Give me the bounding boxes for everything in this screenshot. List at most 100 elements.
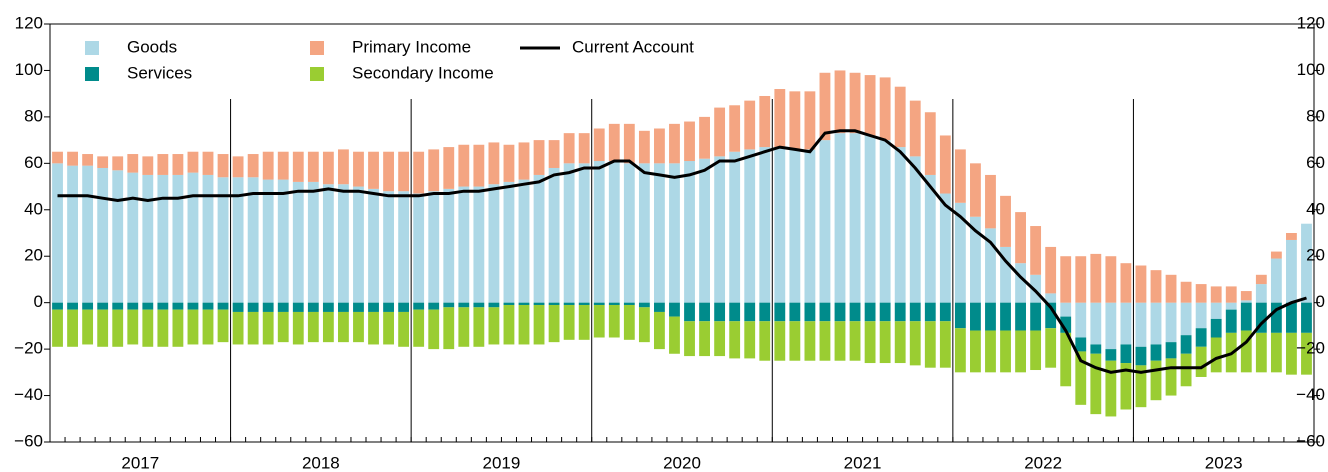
- bar: [127, 302, 139, 310]
- bar: [744, 321, 756, 359]
- bar: [247, 302, 259, 312]
- bar: [1090, 344, 1102, 354]
- bar: [985, 330, 996, 373]
- bar: [985, 302, 996, 331]
- bar: [503, 144, 515, 182]
- bar: [774, 321, 786, 361]
- legend-label: Primary Income: [352, 37, 471, 56]
- bar: [1135, 302, 1147, 347]
- bar: [82, 309, 94, 345]
- bar: [383, 191, 394, 303]
- bar: [353, 186, 364, 303]
- bar: [548, 304, 560, 343]
- bar: [789, 321, 801, 361]
- bar: [608, 302, 620, 305]
- bar: [699, 302, 710, 322]
- bar: [789, 149, 801, 303]
- bar: [458, 186, 470, 303]
- bar: [97, 167, 109, 303]
- bar: [338, 149, 349, 185]
- bar: [578, 163, 590, 303]
- bar: [322, 302, 334, 312]
- bar: [383, 311, 394, 345]
- bar: [759, 321, 771, 361]
- bar: [82, 154, 94, 166]
- bar: [307, 302, 319, 312]
- bar: [638, 307, 650, 343]
- y-tick-label: −40: [1296, 385, 1325, 404]
- bar: [217, 154, 229, 178]
- bar: [202, 174, 214, 303]
- bar: [232, 177, 244, 303]
- bar: [1075, 351, 1087, 405]
- bar: [1255, 284, 1267, 303]
- bar: [172, 309, 184, 347]
- bar: [307, 311, 319, 343]
- bar: [1195, 328, 1207, 347]
- bar: [1255, 274, 1267, 285]
- bar: [1180, 353, 1192, 387]
- bar: [428, 149, 440, 192]
- legend-swatch: [310, 67, 324, 81]
- bar: [1240, 330, 1252, 373]
- y-tick-label: 100: [1297, 60, 1325, 79]
- bar: [1270, 332, 1282, 373]
- bar: [443, 302, 455, 308]
- bar: [1135, 346, 1147, 366]
- bar: [729, 105, 741, 152]
- bar: [714, 321, 726, 357]
- bar: [684, 121, 695, 162]
- bar: [1210, 302, 1222, 319]
- bar: [202, 309, 214, 345]
- y-tick-label: −60: [1296, 431, 1325, 450]
- bar: [458, 302, 470, 308]
- bar: [1000, 246, 1011, 303]
- bar: [1301, 332, 1312, 375]
- bar: [127, 172, 139, 303]
- bar: [819, 140, 831, 303]
- bar: [909, 302, 921, 322]
- bar: [1135, 265, 1147, 303]
- bar: [1195, 284, 1207, 303]
- bar: [443, 307, 455, 350]
- bar: [985, 228, 996, 303]
- bar: [879, 140, 891, 303]
- x-tick-label: 2022: [1024, 453, 1062, 472]
- bar: [909, 321, 921, 366]
- bar: [353, 302, 364, 312]
- y-tick-label: −20: [14, 339, 43, 358]
- bar: [262, 151, 274, 180]
- bar: [864, 135, 876, 303]
- bar: [894, 302, 906, 322]
- bar: [834, 133, 846, 303]
- bar: [954, 302, 966, 329]
- bar: [834, 70, 846, 134]
- bar: [654, 302, 665, 312]
- bar: [1090, 353, 1102, 415]
- bar: [383, 151, 394, 192]
- bar: [292, 302, 304, 312]
- legend-label: Current Account: [572, 37, 694, 56]
- bar: [939, 135, 951, 194]
- bar: [488, 184, 500, 303]
- bar: [654, 163, 665, 303]
- bar: [849, 72, 861, 134]
- bar: [1000, 195, 1011, 247]
- bar: [593, 128, 605, 162]
- bar: [970, 330, 981, 373]
- bar: [638, 163, 650, 303]
- bar: [368, 188, 379, 303]
- bar: [443, 147, 455, 189]
- bar: [789, 91, 801, 150]
- bar: [578, 133, 590, 164]
- bar: [1045, 293, 1057, 303]
- bar: [1150, 270, 1162, 303]
- bar: [563, 304, 575, 340]
- bar: [1165, 358, 1177, 396]
- bar: [985, 174, 996, 229]
- bar: [1105, 256, 1117, 303]
- bar: [1075, 337, 1087, 352]
- bar: [157, 154, 169, 175]
- y-tick-label: 80: [24, 106, 43, 125]
